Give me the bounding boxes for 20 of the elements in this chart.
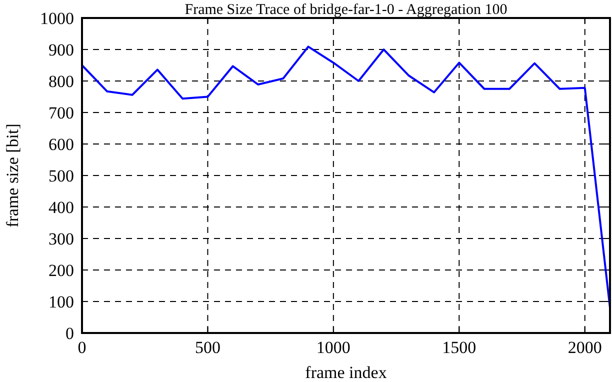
y-tick-label: 800 [48,72,74,91]
y-tick-label: 600 [48,135,74,154]
y-tick-label: 700 [48,104,74,122]
x-tick-label: 500 [194,338,220,357]
x-axis-title: frame index [305,363,388,382]
x-tick-label: 1500 [442,338,476,357]
line-series [81,46,611,309]
y-tick-label: 900 [48,40,74,60]
y-tick-label: 400 [48,198,74,217]
x-tick-label: 2000 [568,338,602,357]
x-tick-label: 0 [78,338,86,357]
y-tick-label: 500 [48,166,74,186]
chart-title: Frame Size Trace of bridge-far-1-0 - Aggregation 100 [184,2,508,18]
y-tick-label: 300 [48,230,74,248]
y-tick-label: 1000 [40,9,74,28]
y-tick-label: 200 [48,261,74,280]
y-tick-label: 0 [66,324,74,343]
y-axis-title: frame size [bit] [3,124,22,228]
x-tick-label: 1000 [316,338,350,357]
y-tick-label: 100 [48,292,74,312]
